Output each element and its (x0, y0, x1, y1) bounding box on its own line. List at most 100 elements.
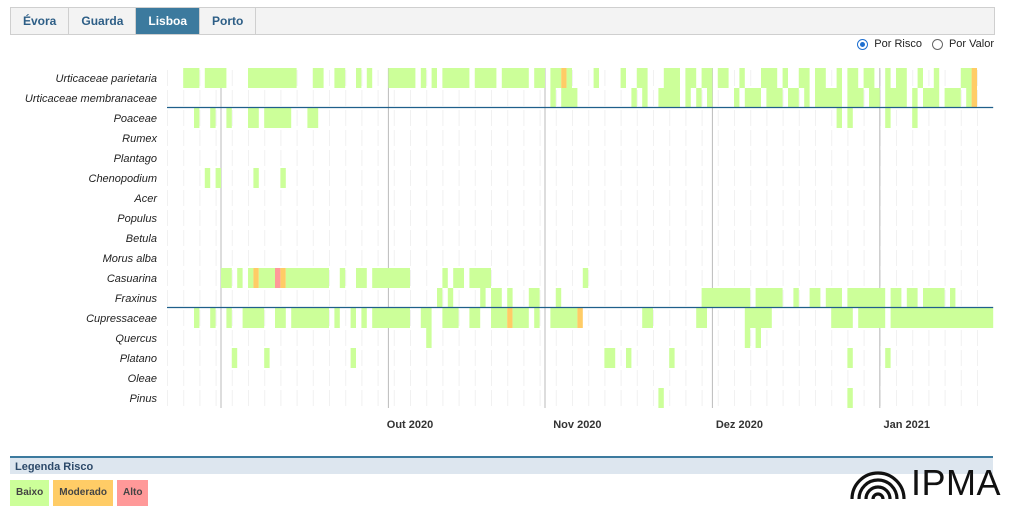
risk-cell (221, 268, 232, 288)
tab-porto[interactable]: Porto (200, 8, 257, 34)
faint-tick (685, 210, 687, 226)
risk-cell (798, 68, 810, 88)
risk-cell (280, 268, 286, 288)
faint-tick (944, 270, 946, 286)
risk-cell (280, 168, 286, 188)
faint-tick (669, 250, 671, 266)
faint-tick (280, 330, 282, 346)
faint-tick (199, 70, 201, 86)
faint-tick (183, 350, 185, 366)
faint-tick (296, 250, 298, 266)
faint-tick (734, 350, 735, 366)
faint-tick (555, 190, 557, 206)
faint-tick (410, 310, 411, 326)
faint-tick (960, 150, 962, 166)
faint-tick (912, 230, 914, 246)
faint-tick (248, 210, 249, 226)
faint-tick (977, 350, 978, 366)
risk-cell (642, 308, 653, 328)
row-label: Casuarina (107, 273, 157, 285)
risk-cell (658, 388, 664, 408)
risk-cell (685, 88, 691, 108)
radio-por-valor-dot[interactable] (931, 38, 943, 50)
faint-tick (264, 190, 266, 206)
faint-tick (701, 270, 703, 286)
risk-cell (766, 88, 783, 108)
faint-tick (426, 230, 428, 246)
faint-tick (199, 290, 201, 306)
faint-tick (863, 230, 865, 246)
faint-tick (701, 390, 703, 406)
faint-tick (312, 90, 314, 106)
faint-tick (458, 330, 460, 346)
faint-tick (296, 90, 298, 106)
faint-tick (701, 370, 703, 386)
faint-tick (636, 110, 638, 126)
faint-tick (701, 330, 703, 346)
faint-tick (458, 310, 460, 326)
faint-tick (572, 290, 573, 306)
risk-cell (561, 88, 578, 108)
faint-tick (928, 110, 930, 126)
faint-tick (653, 370, 654, 386)
faint-tick (960, 190, 962, 206)
faint-tick (685, 190, 687, 206)
faint-tick (928, 230, 930, 246)
risk-cell (420, 68, 427, 88)
risk-cell (194, 108, 200, 128)
risk-cell (275, 268, 281, 288)
faint-tick (604, 370, 606, 386)
faint-tick (458, 150, 460, 166)
tab-evora[interactable]: Évora (11, 8, 70, 34)
faint-tick (831, 250, 833, 266)
radio-por-risco-dot[interactable] (857, 38, 869, 50)
faint-tick (620, 210, 622, 226)
faint-tick (361, 190, 363, 206)
faint-tick (329, 110, 330, 126)
faint-tick (426, 350, 428, 366)
faint-tick (442, 210, 444, 226)
radio-por-risco[interactable]: Por Risco (857, 38, 922, 50)
faint-tick (588, 210, 590, 226)
faint-tick (896, 230, 897, 246)
faint-tick (734, 370, 735, 386)
radio-por-valor[interactable]: Por Valor (931, 38, 994, 50)
faint-tick (912, 370, 914, 386)
legend-moderado: Moderado (53, 480, 114, 506)
faint-tick (280, 90, 282, 106)
faint-tick (167, 170, 168, 186)
faint-tick (960, 90, 962, 106)
risk-cell (744, 308, 772, 328)
faint-tick (231, 70, 233, 86)
faint-tick (815, 270, 816, 286)
tab-guarda[interactable]: Guarda (69, 8, 137, 34)
faint-tick (863, 210, 865, 226)
faint-tick (896, 110, 897, 126)
risk-cell (847, 108, 853, 128)
faint-tick (167, 350, 168, 366)
faint-tick (831, 130, 833, 146)
faint-tick (361, 290, 363, 306)
faint-tick (653, 190, 654, 206)
faint-tick (588, 250, 590, 266)
tab-lisboa[interactable]: Lisboa (136, 8, 201, 34)
faint-tick (636, 390, 638, 406)
faint-tick (734, 110, 735, 126)
faint-tick (312, 150, 314, 166)
faint-tick (523, 150, 525, 166)
faint-tick (734, 170, 735, 186)
risk-cell (215, 168, 221, 188)
row-label: Poaceae (114, 113, 157, 125)
faint-tick (798, 210, 800, 226)
x-tick-label: Jan 2021 (884, 419, 930, 431)
faint-tick (685, 350, 687, 366)
faint-tick (977, 90, 978, 106)
faint-tick (847, 250, 849, 266)
risk-cell (960, 68, 972, 88)
faint-tick (960, 170, 962, 186)
faint-tick (636, 330, 638, 346)
risk-cell (836, 108, 842, 128)
faint-tick (555, 230, 557, 246)
faint-tick (653, 290, 654, 306)
faint-tick (572, 70, 573, 86)
